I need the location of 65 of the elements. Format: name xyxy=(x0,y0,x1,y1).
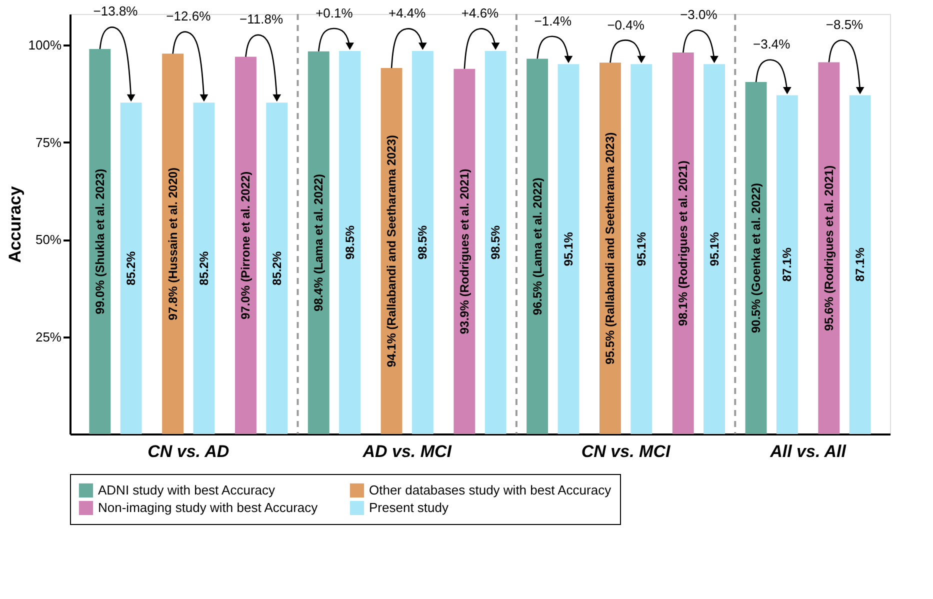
data-label: 96.5% (Lama et al. 2022) xyxy=(530,178,544,316)
bar xyxy=(776,95,798,434)
y-axis-title: Accuracy xyxy=(5,186,24,263)
data-label: 93.9% (Rodrigues et al. 2021) xyxy=(457,168,472,334)
legend-label: ADNI study with best Accuracy xyxy=(98,482,276,498)
annotation: −1.4% xyxy=(534,13,572,28)
bar xyxy=(526,58,548,434)
data-label: 85.2% xyxy=(196,250,211,286)
y-tick-label: 50% xyxy=(35,232,62,248)
data-label: 95.1% xyxy=(634,232,648,266)
data-label: 98.4% (Lama et al. 2022) xyxy=(312,174,326,312)
data-label: 85.2% xyxy=(124,250,138,286)
y-tick-label: 75% xyxy=(35,134,62,150)
annotation: −3.4% xyxy=(752,36,791,52)
data-label: 87.1% xyxy=(853,247,868,282)
data-label: 95.6% (Rodrigues et al. 2021) xyxy=(822,165,836,331)
bar xyxy=(704,64,725,434)
text: CN vs. MCI xyxy=(581,442,672,461)
annotation: −13.8% xyxy=(93,4,138,19)
annotation: +4.6% xyxy=(461,6,500,21)
bar xyxy=(818,62,840,434)
text: CN vs. AD xyxy=(148,442,230,461)
data-label: 95.1% xyxy=(561,232,576,266)
annotation: −3.0% xyxy=(680,7,718,22)
data-label: 95.5% (Rallabandi and Seetharama 2023) xyxy=(603,132,618,364)
y-tick-label: 100% xyxy=(28,38,62,53)
legend-label: Non-imaging study with best Accuracy xyxy=(98,500,318,515)
data-label: 98.5% xyxy=(488,225,503,260)
bar xyxy=(558,64,580,434)
text: All vs. All xyxy=(769,442,848,461)
text: AD vs. MCI xyxy=(362,442,453,461)
annotation: −12.6% xyxy=(166,8,212,24)
data-label: 95.1% xyxy=(707,232,722,266)
data-label: 98.5% xyxy=(342,225,357,260)
bar xyxy=(630,64,652,434)
bar xyxy=(162,54,184,434)
bar xyxy=(266,102,288,434)
bar xyxy=(120,102,142,434)
data-label: 99.0% (Shukla et al. 2023) xyxy=(92,168,107,314)
data-label: 97.0% (Pirrone et al. 2022) xyxy=(238,171,253,320)
bar xyxy=(454,68,476,434)
y-tick-label: 25% xyxy=(35,329,62,344)
annotation: −11.8% xyxy=(240,11,284,26)
bar xyxy=(193,102,215,434)
bar xyxy=(308,51,330,434)
bar xyxy=(484,50,506,434)
bar xyxy=(89,49,111,434)
legend-label: Present study xyxy=(369,500,449,515)
bar xyxy=(235,56,256,434)
data-label: 98.5% xyxy=(416,225,430,260)
bar xyxy=(412,50,434,434)
data-label: 90.5% (Goenka et al. 2022) xyxy=(749,182,764,334)
data-label: 87.1% xyxy=(780,247,794,282)
data-label: 98.1% (Rodrigues et al. 2021) xyxy=(676,160,690,326)
legend-label: Other databases study with best Accuracy xyxy=(369,482,612,498)
annotation: +0.1% xyxy=(316,6,354,21)
data-label: 85.2% xyxy=(270,250,284,286)
annotation: +4.4% xyxy=(388,6,426,21)
bar xyxy=(849,95,871,434)
bar xyxy=(339,50,360,434)
data-label: 94.1% (Rallabandi and Seetharama 2023) xyxy=(384,134,399,368)
bar xyxy=(672,52,694,434)
data-label: 97.8% (Hussain et al. 2020) xyxy=(166,167,180,320)
annotation: −8.5% xyxy=(826,16,864,32)
annotation: −0.4% xyxy=(607,17,645,32)
